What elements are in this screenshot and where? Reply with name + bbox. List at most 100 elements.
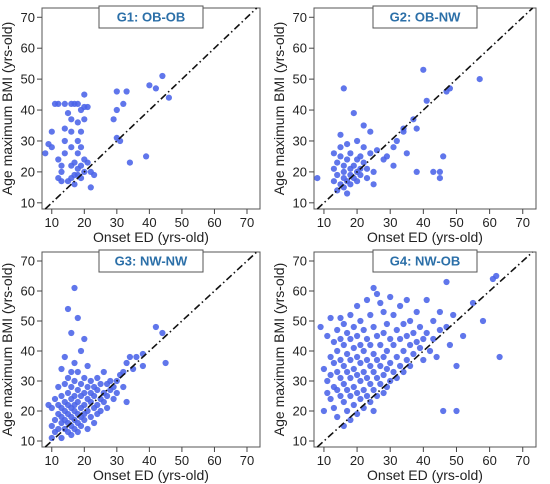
data-point: [344, 407, 351, 415]
data-point: [330, 404, 337, 412]
x-tick-label: 60: [207, 215, 221, 230]
data-point: [420, 356, 427, 364]
x-axis-label: Onset ED (yrs-old): [367, 467, 483, 483]
data-point: [68, 431, 75, 439]
data-point: [68, 368, 75, 376]
data-point: [84, 103, 91, 111]
data-point: [363, 296, 371, 304]
data-point: [324, 377, 331, 385]
data-point: [350, 110, 357, 117]
data-point: [327, 314, 334, 322]
data-point: [350, 162, 357, 169]
x-tick-label: 70: [240, 453, 254, 468]
data-point: [87, 377, 94, 385]
data-point: [334, 413, 341, 421]
data-point: [74, 137, 81, 145]
data-point: [377, 380, 384, 388]
x-tick-label: 40: [416, 215, 430, 230]
data-point: [367, 341, 374, 349]
data-point: [152, 323, 159, 331]
x-tick-label: 30: [110, 215, 124, 230]
data-point: [77, 422, 85, 430]
data-point: [367, 380, 374, 388]
data-point: [453, 362, 460, 370]
data-point: [68, 383, 75, 391]
y-tick-label: 50: [21, 314, 35, 329]
data-point: [403, 332, 410, 340]
data-point: [340, 398, 347, 406]
y-tick-label: 10: [293, 434, 307, 449]
data-point: [100, 368, 107, 376]
data-point: [347, 150, 354, 157]
data-point: [410, 329, 417, 337]
data-point: [373, 356, 381, 364]
x-axis-label: Onset ED (yrs-old): [93, 467, 209, 483]
data-point: [81, 335, 88, 343]
data-point: [393, 326, 400, 334]
reference-line: [44, 7, 258, 210]
data-point: [77, 144, 85, 151]
reference-line: [44, 251, 258, 448]
data-point: [354, 137, 361, 145]
data-point: [68, 144, 75, 151]
data-point: [159, 72, 166, 80]
data-point: [91, 392, 98, 400]
data-point: [327, 371, 334, 379]
reference-line: [316, 251, 534, 448]
chart-title-box: [372, 5, 478, 29]
data-point: [380, 389, 387, 397]
data-point: [347, 374, 354, 382]
y-tick-label: 70: [293, 10, 307, 25]
data-point: [68, 116, 75, 123]
data-point: [58, 162, 65, 169]
data-point: [81, 91, 88, 98]
scatter-panel-1: 10 20 30 40 50 60 70 10 20 30 40 50 60 70 Onset ED (yr…: [0, 5, 261, 245]
data-point: [347, 416, 354, 424]
data-point: [387, 359, 394, 367]
data-point: [360, 326, 367, 334]
data-point: [48, 128, 55, 135]
data-point: [413, 308, 420, 316]
data-point: [84, 383, 91, 391]
data-point: [165, 94, 172, 101]
x-tick-label: 20: [350, 453, 364, 468]
data-point: [74, 428, 81, 436]
x-tick-label: 40: [142, 215, 156, 230]
data-point: [340, 380, 347, 388]
data-point: [357, 317, 364, 325]
x-tick-label: 70: [240, 215, 254, 230]
data-point: [350, 365, 357, 373]
data-point: [337, 392, 344, 400]
data-point: [433, 353, 440, 361]
data-point: [314, 175, 321, 182]
data-point: [413, 338, 420, 346]
data-point: [410, 350, 417, 358]
data-point: [120, 100, 127, 107]
data-point: [77, 380, 85, 388]
data-point: [380, 308, 387, 316]
data-point: [64, 305, 72, 313]
data-point: [61, 137, 68, 145]
x-tick-label: 40: [416, 453, 430, 468]
data-point: [61, 150, 68, 157]
data-point: [363, 356, 371, 364]
data-point: [367, 398, 374, 406]
data-point: [320, 365, 327, 373]
x-tick-label: 70: [516, 453, 530, 468]
data-point: [71, 159, 78, 166]
chart-title: G4: NW-OB: [390, 254, 461, 269]
data-point: [104, 404, 111, 412]
data-point: [440, 407, 447, 415]
data-point: [363, 374, 371, 382]
data-point: [350, 383, 357, 391]
data-point: [55, 100, 62, 107]
data-point: [436, 175, 443, 182]
data-point: [469, 299, 477, 307]
data-point: [58, 168, 65, 175]
data-point: [496, 353, 503, 361]
data-point: [51, 416, 59, 424]
data-point: [58, 434, 65, 442]
chart-title-box: [98, 5, 204, 29]
data-point: [340, 168, 347, 175]
data-point: [337, 144, 344, 151]
